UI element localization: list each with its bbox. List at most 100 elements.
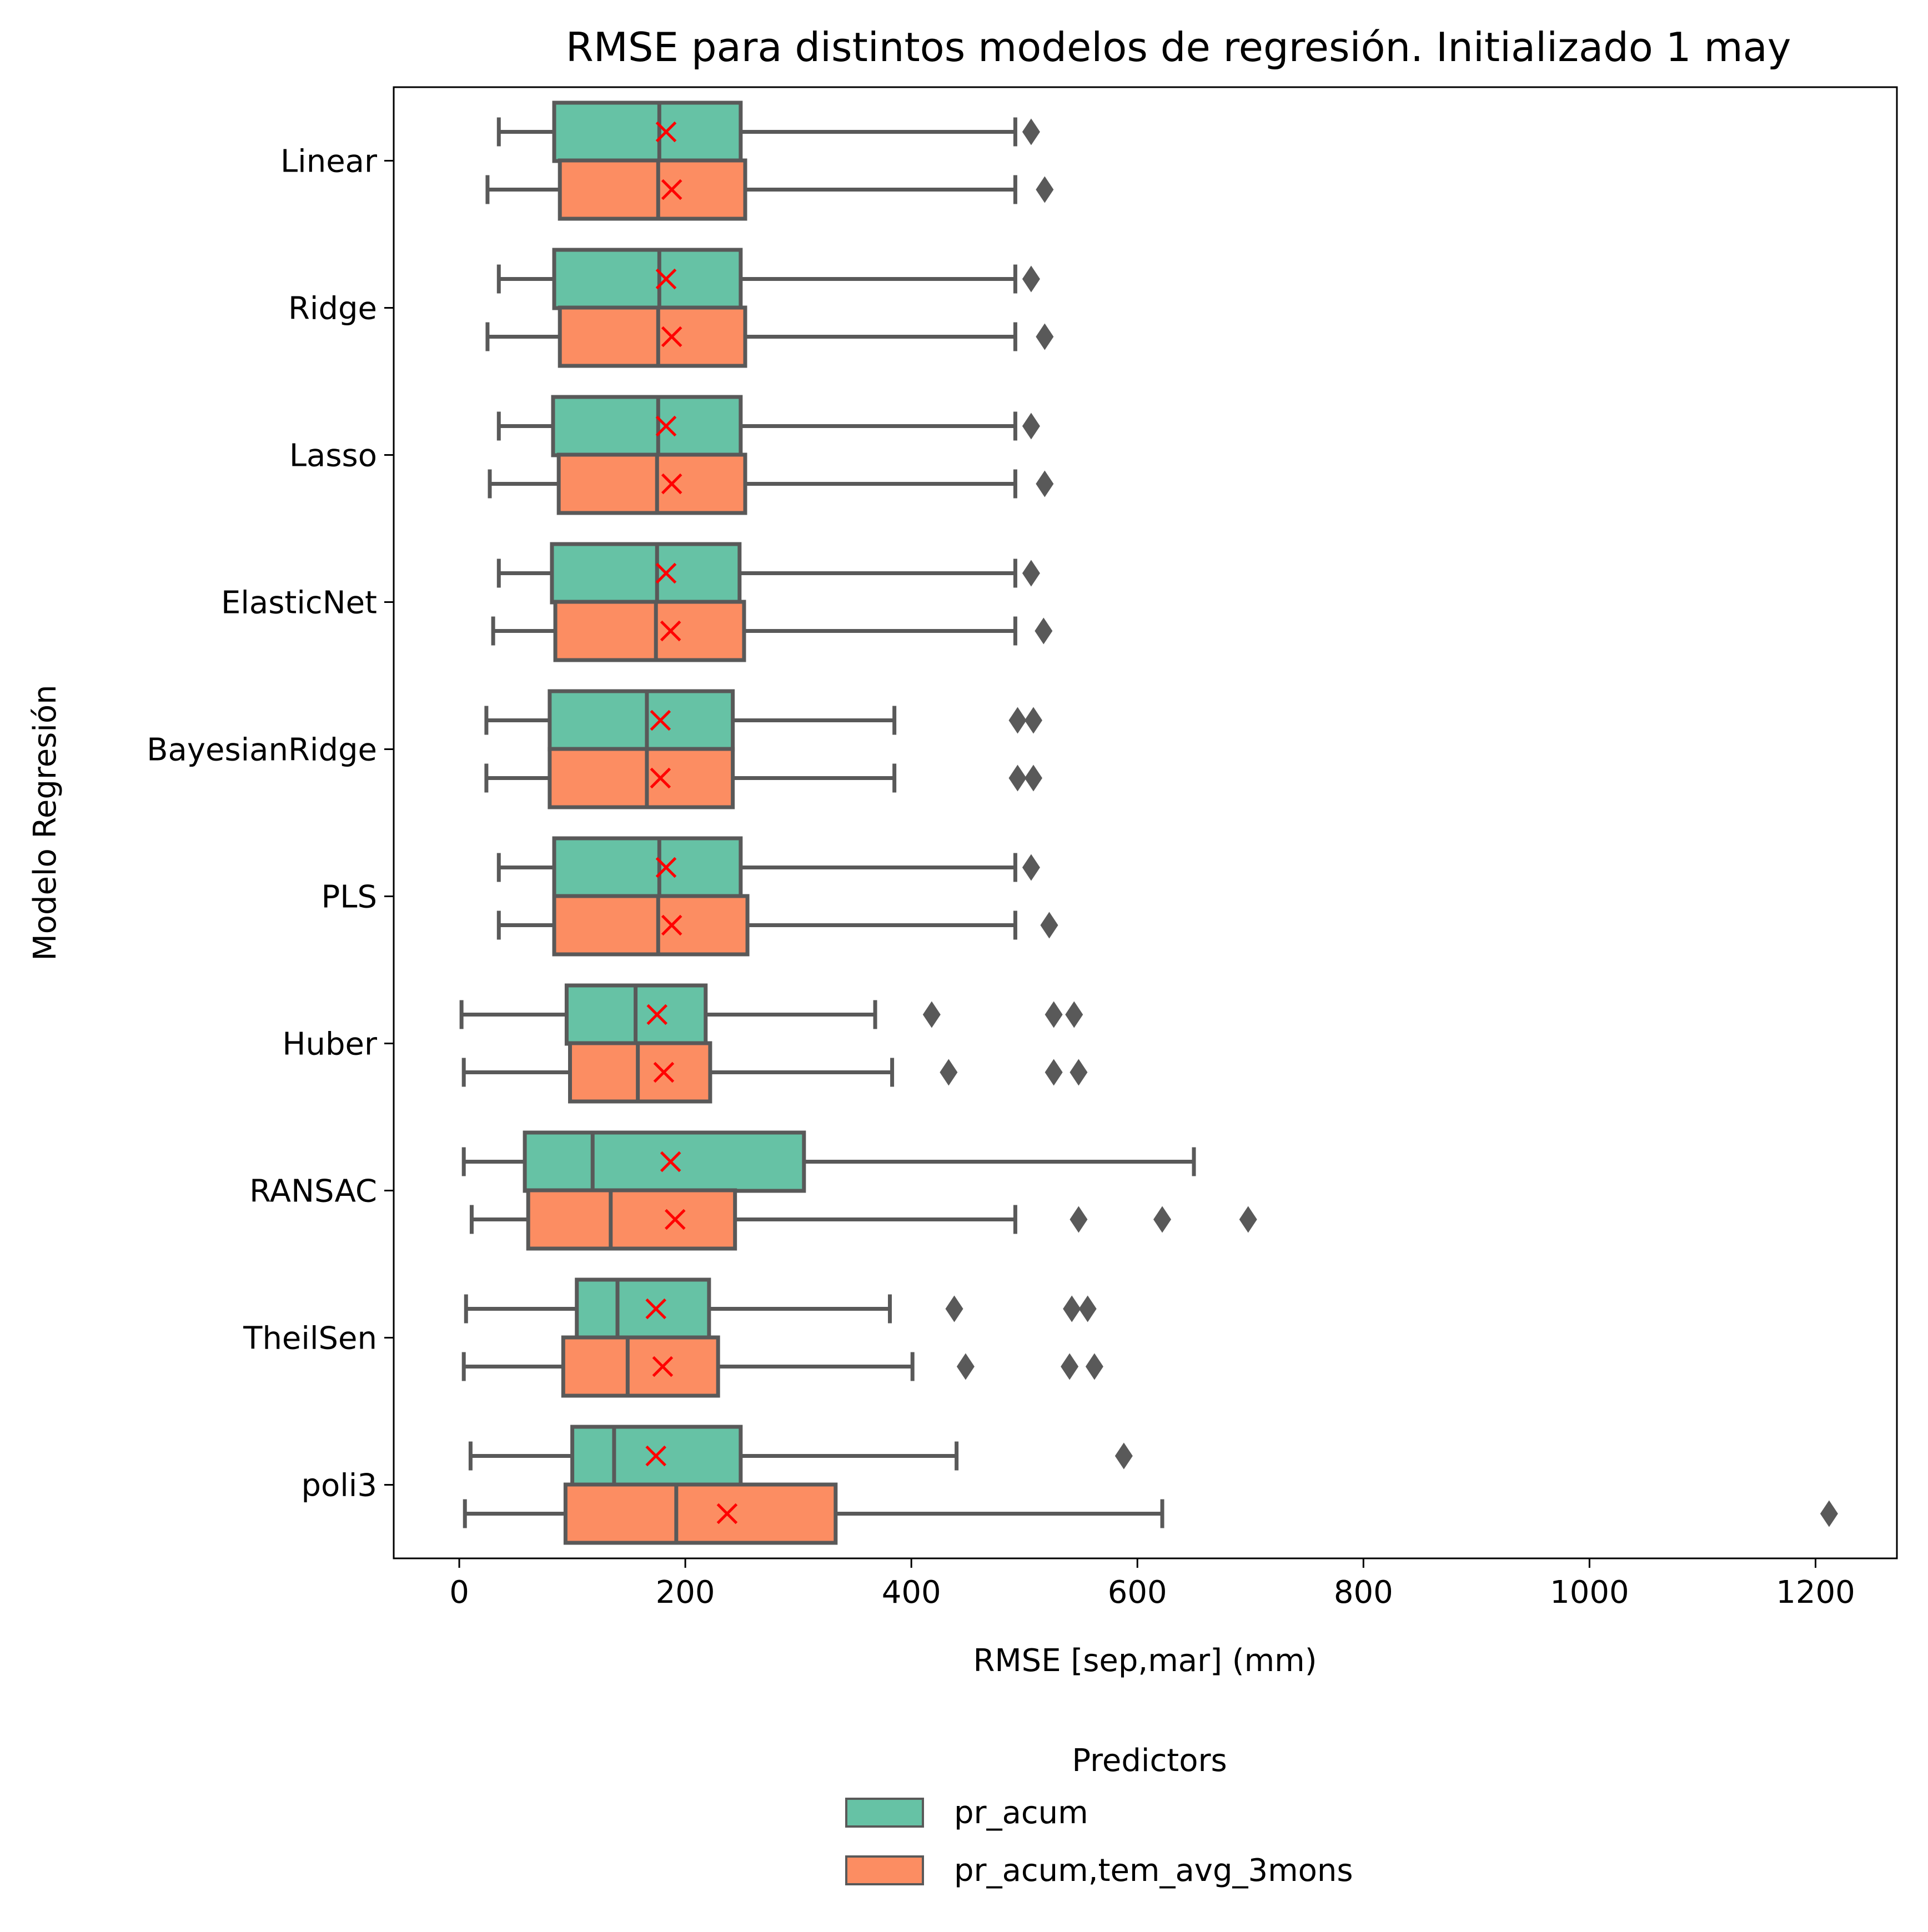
y-tick-label: poli3 — [301, 1468, 377, 1504]
box-iqr — [552, 894, 750, 957]
outlier-point — [1008, 764, 1027, 792]
box-iqr — [558, 305, 747, 368]
box-iqr — [551, 395, 743, 457]
box-group-pls-series-1 — [496, 836, 1040, 899]
mean-marker — [716, 1503, 738, 1525]
mean-marker — [645, 1298, 666, 1320]
x-tick-label: 400 — [882, 1574, 941, 1611]
box-iqr — [568, 1041, 712, 1104]
box-iqr — [552, 100, 743, 163]
outlier-point — [945, 1295, 963, 1322]
outlier-point — [1040, 912, 1058, 939]
box-group-ransac-series-2 — [469, 1188, 1257, 1251]
outlier-point — [1114, 1442, 1133, 1470]
y-tick-label: TheilSen — [243, 1321, 377, 1357]
outlier-point — [1070, 1059, 1088, 1086]
box-iqr — [558, 158, 747, 221]
box-group-huber-series-1 — [459, 983, 1083, 1046]
outlier-point — [1239, 1206, 1257, 1233]
mean-marker — [655, 268, 677, 290]
mean-marker — [650, 710, 671, 731]
box-iqr — [552, 836, 743, 899]
mean-marker — [661, 473, 682, 495]
legend-title: Predictors — [1072, 1743, 1227, 1779]
box-group-ransac-series-1 — [461, 1130, 1196, 1193]
outlier-point — [1045, 1059, 1063, 1086]
box-group-theilsen-series-1 — [464, 1277, 1097, 1340]
y-axis-label: Modelo Regresión — [27, 685, 63, 960]
mean-marker — [652, 1356, 674, 1377]
box-iqr — [563, 1482, 838, 1545]
legend-label: pr_acum,tem_avg_3mons — [954, 1853, 1353, 1889]
outlier-point — [922, 1001, 941, 1028]
outlier-point — [1045, 1001, 1063, 1028]
outlier-point — [1036, 176, 1054, 203]
mean-marker — [650, 767, 671, 789]
y-tick-label: Lasso — [289, 438, 377, 474]
box-group-linear-series-2 — [485, 158, 1054, 221]
x-axis: 0 200 400 600 800 1000 1200 — [449, 1558, 1855, 1611]
mean-marker — [661, 914, 682, 936]
y-tick-label: PLS — [321, 879, 377, 915]
outlier-point — [1061, 1353, 1079, 1380]
mean-marker — [645, 1445, 666, 1467]
outlier-point — [1022, 412, 1040, 440]
mean-marker — [661, 179, 682, 200]
outlier-point — [1022, 854, 1040, 881]
box-group-pls-series-2 — [496, 894, 1058, 957]
box-group-lasso-series-2 — [488, 452, 1054, 515]
outlier-point — [1022, 265, 1040, 293]
mean-marker — [660, 620, 681, 642]
x-tick-label: 1000 — [1550, 1574, 1629, 1611]
legend: Predictors pr_acum pr_acum,tem_avg_3mons — [845, 1743, 1353, 1889]
outlier-point — [1820, 1500, 1838, 1527]
x-tick-label: 1200 — [1776, 1574, 1855, 1611]
x-axis-label: RMSE [sep,mar] (mm) — [973, 1643, 1317, 1679]
outlier-point — [1070, 1206, 1088, 1233]
outlier-point — [1063, 1295, 1081, 1322]
box-iqr — [548, 689, 735, 752]
box-group-ridge-series-2 — [485, 305, 1054, 368]
y-tick-label: Ridge — [288, 291, 377, 327]
mean-marker — [660, 1151, 681, 1173]
outlier-point — [1036, 323, 1054, 350]
box-iqr — [550, 542, 742, 605]
box-iqr — [561, 1335, 720, 1398]
mean-marker — [646, 1004, 667, 1025]
mean-marker — [653, 1061, 675, 1083]
outlier-point — [1065, 1001, 1083, 1028]
outlier-point — [1022, 118, 1040, 145]
x-tick-label: 0 — [449, 1574, 469, 1611]
box-group-elasticnet-series-1 — [496, 542, 1040, 605]
legend-label: pr_acum — [954, 1795, 1088, 1831]
box-group-theilsen-series-2 — [461, 1335, 1103, 1398]
box-iqr — [523, 1130, 806, 1193]
outlier-point — [1085, 1353, 1103, 1380]
outlier-point — [1025, 707, 1043, 734]
outlier-point — [940, 1059, 958, 1086]
outlier-point — [956, 1353, 975, 1380]
outlier-point — [1022, 560, 1040, 587]
x-tick-label: 600 — [1108, 1574, 1167, 1611]
box-iqr — [526, 1188, 737, 1251]
box-iqr — [575, 1277, 711, 1340]
outlier-point — [1036, 470, 1054, 497]
box-iqr — [553, 600, 746, 662]
box-iqr — [552, 248, 743, 310]
box-iqr — [556, 452, 747, 515]
y-tick-label: Huber — [282, 1027, 378, 1063]
mean-marker — [655, 562, 677, 584]
chart-title: RMSE para distintos modelos de regresión… — [566, 24, 1791, 71]
mean-marker — [655, 121, 677, 143]
mean-marker — [655, 857, 677, 878]
x-tick-label: 200 — [656, 1574, 715, 1611]
outlier-point — [1025, 764, 1043, 792]
box-group-huber-series-2 — [461, 1041, 1088, 1104]
box-group-linear-series-1 — [496, 100, 1040, 163]
y-tick-label: RANSAC — [249, 1174, 377, 1210]
box-group-bayesianridge-series-2 — [484, 747, 1043, 809]
mean-marker — [661, 326, 682, 348]
y-tick-label: ElasticNet — [221, 585, 377, 621]
